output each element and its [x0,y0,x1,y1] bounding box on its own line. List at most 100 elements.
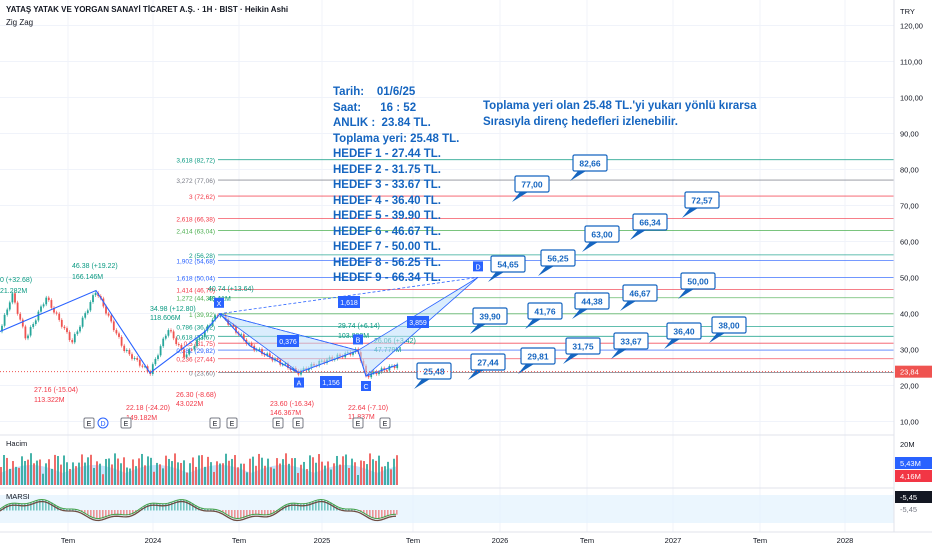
rsi-hist-bar [291,503,293,511]
volume-bar [138,458,140,485]
candle-body [84,313,87,318]
pattern-point-box [353,334,363,345]
volume-bar [48,459,50,485]
candle-body [185,354,188,358]
volume-bar [36,460,38,485]
rsi-hist-bar [222,510,224,513]
event-label: E [230,421,235,428]
price-tick-label: 80,00 [900,166,919,175]
rsi-hist-bar [159,503,161,511]
volume-bar [174,453,176,485]
volume-bar [165,455,167,485]
volume-bar [312,457,314,485]
rsi-tag [895,503,932,515]
event-label: E [276,421,281,428]
candle-body [60,319,63,327]
rsi-hist-bar [258,510,260,515]
target-box [711,316,747,334]
rsi-hist-bar [6,505,8,511]
indicator-label: Zig Zag [6,18,34,27]
target-label: 46,67 [629,289,651,299]
candle-body [287,363,289,369]
volume-bar [117,458,119,485]
target-pointer [678,289,694,299]
fib-level-label: 2 (56,28) [189,253,215,260]
time-tick-label: 2024 [145,536,162,545]
candle-body [300,370,302,375]
candle-body [120,336,123,346]
rsi-hist-bar [93,510,95,519]
rsi-hist-bar [108,510,110,517]
candle-body [258,349,261,351]
event-label: D [100,421,105,428]
volume-bar [201,455,203,485]
price-tick-label: 110,00 [900,58,922,67]
volume-bar [369,453,371,485]
candle-body [352,352,354,355]
volume-bar [291,458,293,485]
rsi-hist-bar [330,502,332,511]
volume-bar [216,461,218,485]
rsi-hist-bar [24,503,26,511]
target-pointer [582,242,598,252]
volume-label: Hacim [6,439,27,448]
volume-bar [81,454,83,485]
rsi-hist-bar [81,510,83,512]
volume-bar [69,468,71,485]
analysis-notes: Tarih: 01/6/25 Saat: 16 : 52 ANLIK : 23.84… [333,85,459,287]
pattern-point-box [473,261,483,272]
candle-body [396,364,399,368]
rsi-hist-bar [381,510,383,519]
volume-bar [270,467,272,485]
volume-bar [0,467,2,485]
volume-bar [258,453,260,485]
candle-body [27,335,29,339]
zigzag-label: 27.16 (-15.04) [34,387,78,394]
volume-bar [162,468,164,485]
volume-bar [243,463,245,485]
symbol-title: YATAŞ YATAK VE YORGAN SANAYİ TİCARET A.Ş… [6,5,288,14]
price-tick-label: 30,00 [900,346,919,355]
volume-bar [354,462,356,485]
volume-bar [132,459,134,485]
volume-bar [78,462,80,485]
rsi-hist-bar [204,508,206,511]
volume-bar [90,454,92,485]
fib-level-label: 2,414 (63,04) [176,229,215,236]
rsi-hist-bar [129,510,131,516]
volume-bar [171,461,173,485]
candle-body [138,359,141,366]
volume-bar [348,468,350,485]
volume-bar [309,455,311,485]
candle-body [190,349,193,351]
pattern-ratio-box [277,335,299,347]
candle-body [393,365,396,368]
rsi-hist-bar [39,499,41,511]
target-box [666,322,702,340]
rsi-hist-bar [132,510,134,515]
target-label: 41,76 [534,307,556,317]
volume-bar [228,460,230,485]
rsi-hist-bar [234,510,236,519]
rsi-hist-bar [288,503,290,511]
rsi-hist-bar [321,499,323,511]
rsi-hist-bar [246,510,248,517]
pattern-point-label: B [356,337,361,344]
event-marker [120,417,132,429]
time-tick-label: Tem [580,536,594,545]
zigzag-label: 29.74 (+6.14) [338,323,380,330]
pattern-ratio-box [320,376,342,388]
rsi-tag-label: -5,45 [900,505,917,514]
time-tick-label: 2026 [492,536,509,545]
pattern-point-box [361,380,371,391]
volume-bar [240,463,242,485]
candle-body [235,326,237,333]
rsi-hist-bar [189,501,191,511]
pattern-xb [218,313,359,351]
candle-body [276,358,279,360]
rsi-hist-bar [390,510,392,516]
volume-axis-label: 20M [900,440,915,449]
volume-bar [6,457,8,485]
rsi-hist-bar [123,510,125,516]
